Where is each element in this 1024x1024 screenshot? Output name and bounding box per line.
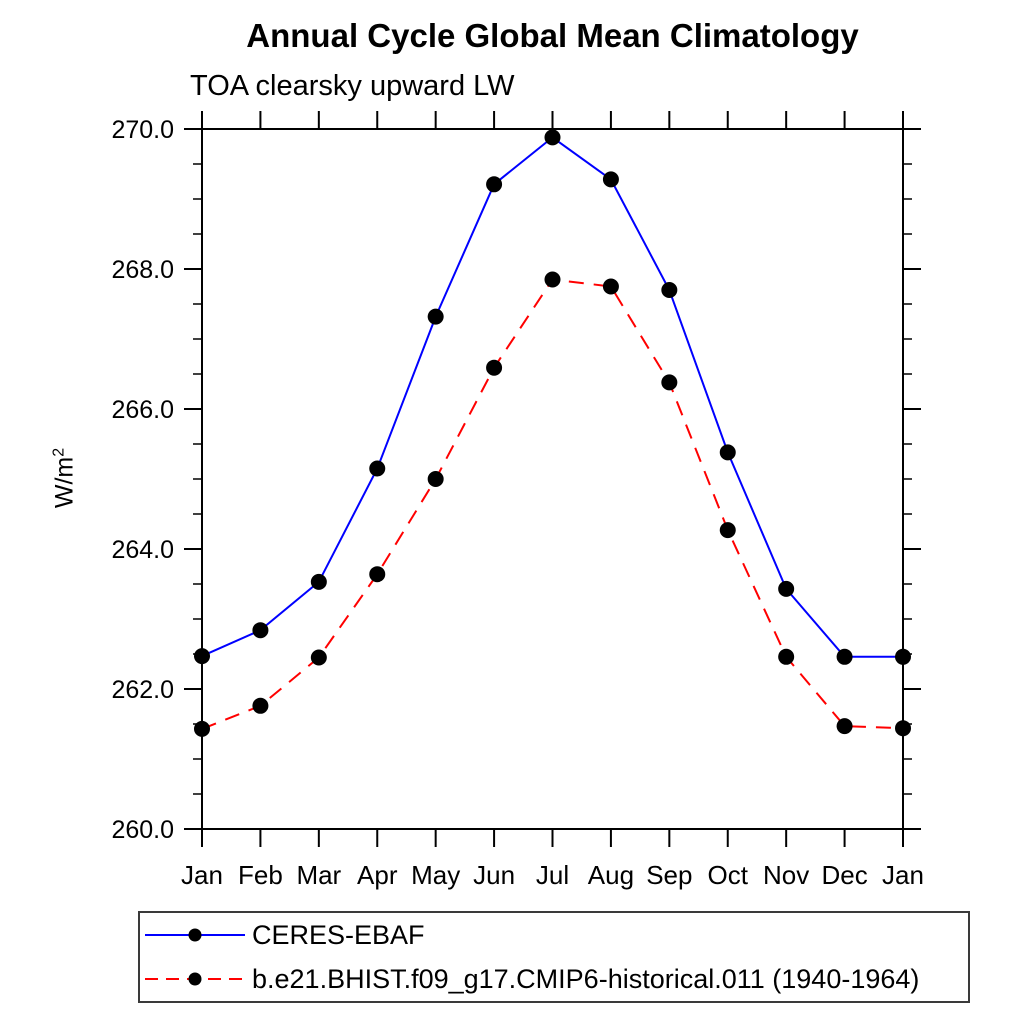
x-tick-label: Jan [882, 860, 924, 890]
data-point-marker [719, 444, 736, 461]
data-point-marker [836, 718, 853, 735]
data-point-marker [427, 471, 444, 487]
legend-entry: b.e21.BHIST.f09_g17.CMIP6-historical.011… [144, 958, 968, 1000]
data-point-marker [719, 522, 736, 539]
legend-marker-dot [188, 928, 202, 942]
series-line [201, 136, 903, 658]
data-point-marker [194, 720, 210, 737]
data-point-marker [895, 720, 911, 737]
data-point-marker [836, 648, 853, 665]
x-tick-label: Apr [357, 860, 398, 890]
x-tick-label: Aug [588, 860, 634, 890]
data-point-marker [895, 648, 911, 665]
data-point-marker [252, 697, 269, 714]
series-line [201, 278, 904, 730]
data-point-marker [661, 374, 678, 391]
x-tick-label: Oct [708, 860, 749, 890]
x-tick-label: Feb [238, 860, 283, 890]
x-tick-label: Jun [473, 860, 515, 890]
data-point-marker [310, 573, 327, 590]
data-point-marker [486, 176, 503, 193]
data-point-marker [369, 566, 386, 583]
data-point-marker [310, 649, 327, 666]
y-tick-label: 266.0 [111, 396, 174, 424]
legend-marker-dot [188, 972, 202, 986]
data-point-marker [544, 271, 561, 288]
data-point-marker [194, 648, 210, 665]
data-point-marker [369, 460, 386, 477]
data-point-marker [486, 359, 503, 376]
data-point-marker [252, 622, 269, 639]
data-point-marker [661, 282, 678, 298]
data-point-marker [778, 580, 795, 597]
plot-border [201, 128, 904, 830]
data-point-marker [602, 171, 619, 188]
legend-marker-line [145, 972, 245, 986]
y-tick-label: 260.0 [111, 816, 174, 844]
y-tick-label: 268.0 [111, 256, 174, 284]
legend-marker-line [145, 928, 245, 942]
data-point-marker [544, 129, 561, 146]
data-point-marker [427, 308, 444, 325]
chart-subtitle: TOA clearsky upward LW [190, 70, 515, 102]
x-tick-label: Mar [296, 860, 341, 890]
data-point-marker [602, 278, 619, 295]
x-tick-label: Dec [821, 860, 867, 890]
x-tick-label: Nov [763, 860, 809, 890]
data-point-marker [778, 648, 795, 665]
legend-label: b.e21.BHIST.f09_g17.CMIP6-historical.011… [252, 963, 920, 994]
legend-label: CERES-EBAF [252, 919, 425, 950]
y-tick-label: 262.0 [111, 676, 174, 704]
x-tick-label: Jan [181, 860, 223, 890]
x-tick-label: Jul [536, 860, 569, 890]
x-tick-label: May [411, 860, 460, 890]
y-tick-label: 264.0 [111, 536, 174, 564]
legend-entry: CERES-EBAF [144, 914, 968, 956]
x-tick-label: Sep [646, 860, 692, 890]
legend-box: CERES-EBAF b.e21.BHIST.f09_g17.CMIP6-hist… [138, 911, 970, 1003]
chart-title: Annual Cycle Global Mean Climatology [246, 17, 859, 54]
y-tick-label: 270.0 [111, 116, 174, 144]
